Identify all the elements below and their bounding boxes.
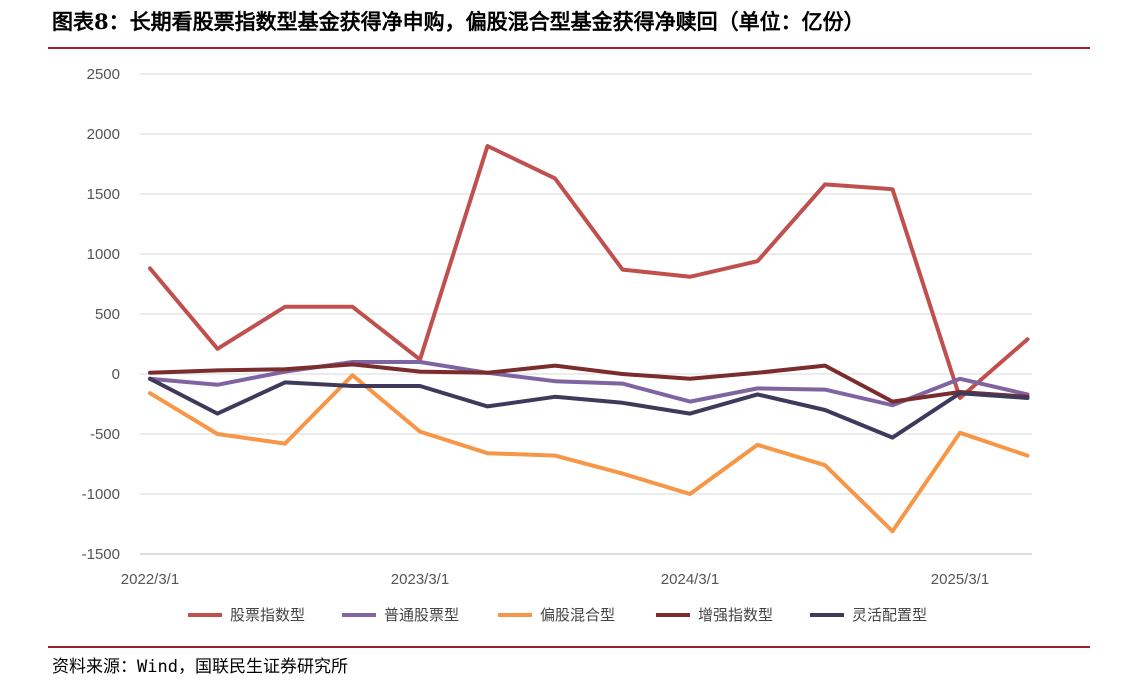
y-tick-label: -1000 [82, 486, 120, 503]
y-tick-label: 1500 [87, 186, 120, 203]
legend: 股票指数型 普通股票型 偏股混合型 增强指数型 灵活配置型 [188, 606, 927, 624]
x-tick-label: 2024/3/1 [661, 571, 719, 588]
x-axis-ticks: 2022/3/1 2023/3/1 2024/3/1 2025/3/1 [121, 571, 989, 588]
source-note: 资料来源：Wind，国联民生证券研究所 [52, 657, 348, 677]
x-tick-label: 2025/3/1 [931, 571, 989, 588]
y-tick-label: 2000 [87, 126, 120, 143]
legend-label: 偏股混合型 [540, 606, 615, 624]
series-line-5 [148, 376, 1030, 440]
y-tick-label: 2500 [87, 66, 120, 83]
legend-label: 普通股票型 [384, 606, 459, 624]
x-tick-label: 2023/3/1 [391, 571, 449, 588]
y-tick-label: -500 [90, 426, 120, 443]
legend-label: 灵活配置型 [852, 606, 927, 624]
legend-label: 增强指数型 [698, 606, 773, 624]
y-tick-label: 500 [95, 306, 120, 323]
source-divider [48, 646, 1090, 648]
series-lines [148, 144, 1030, 534]
y-tick-label: 0 [112, 366, 120, 383]
series-line-1 [148, 144, 1030, 400]
legend-label: 股票指数型 [230, 606, 305, 624]
chart-title: 图表8：长期看股票指数型基金获得净申购，偏股混合型基金获得净赎回（单位：亿份） [52, 9, 865, 34]
y-tick-label: -1500 [82, 546, 120, 563]
title-divider [48, 47, 1090, 49]
y-axis-ticks: 2500 2000 1500 1000 500 0 -500 -1000 -1500 [82, 66, 120, 563]
series-line-3 [148, 373, 1030, 534]
y-tick-label: 1000 [87, 246, 120, 263]
series-line-4 [148, 362, 1030, 404]
x-tick-label: 2022/3/1 [121, 571, 179, 588]
